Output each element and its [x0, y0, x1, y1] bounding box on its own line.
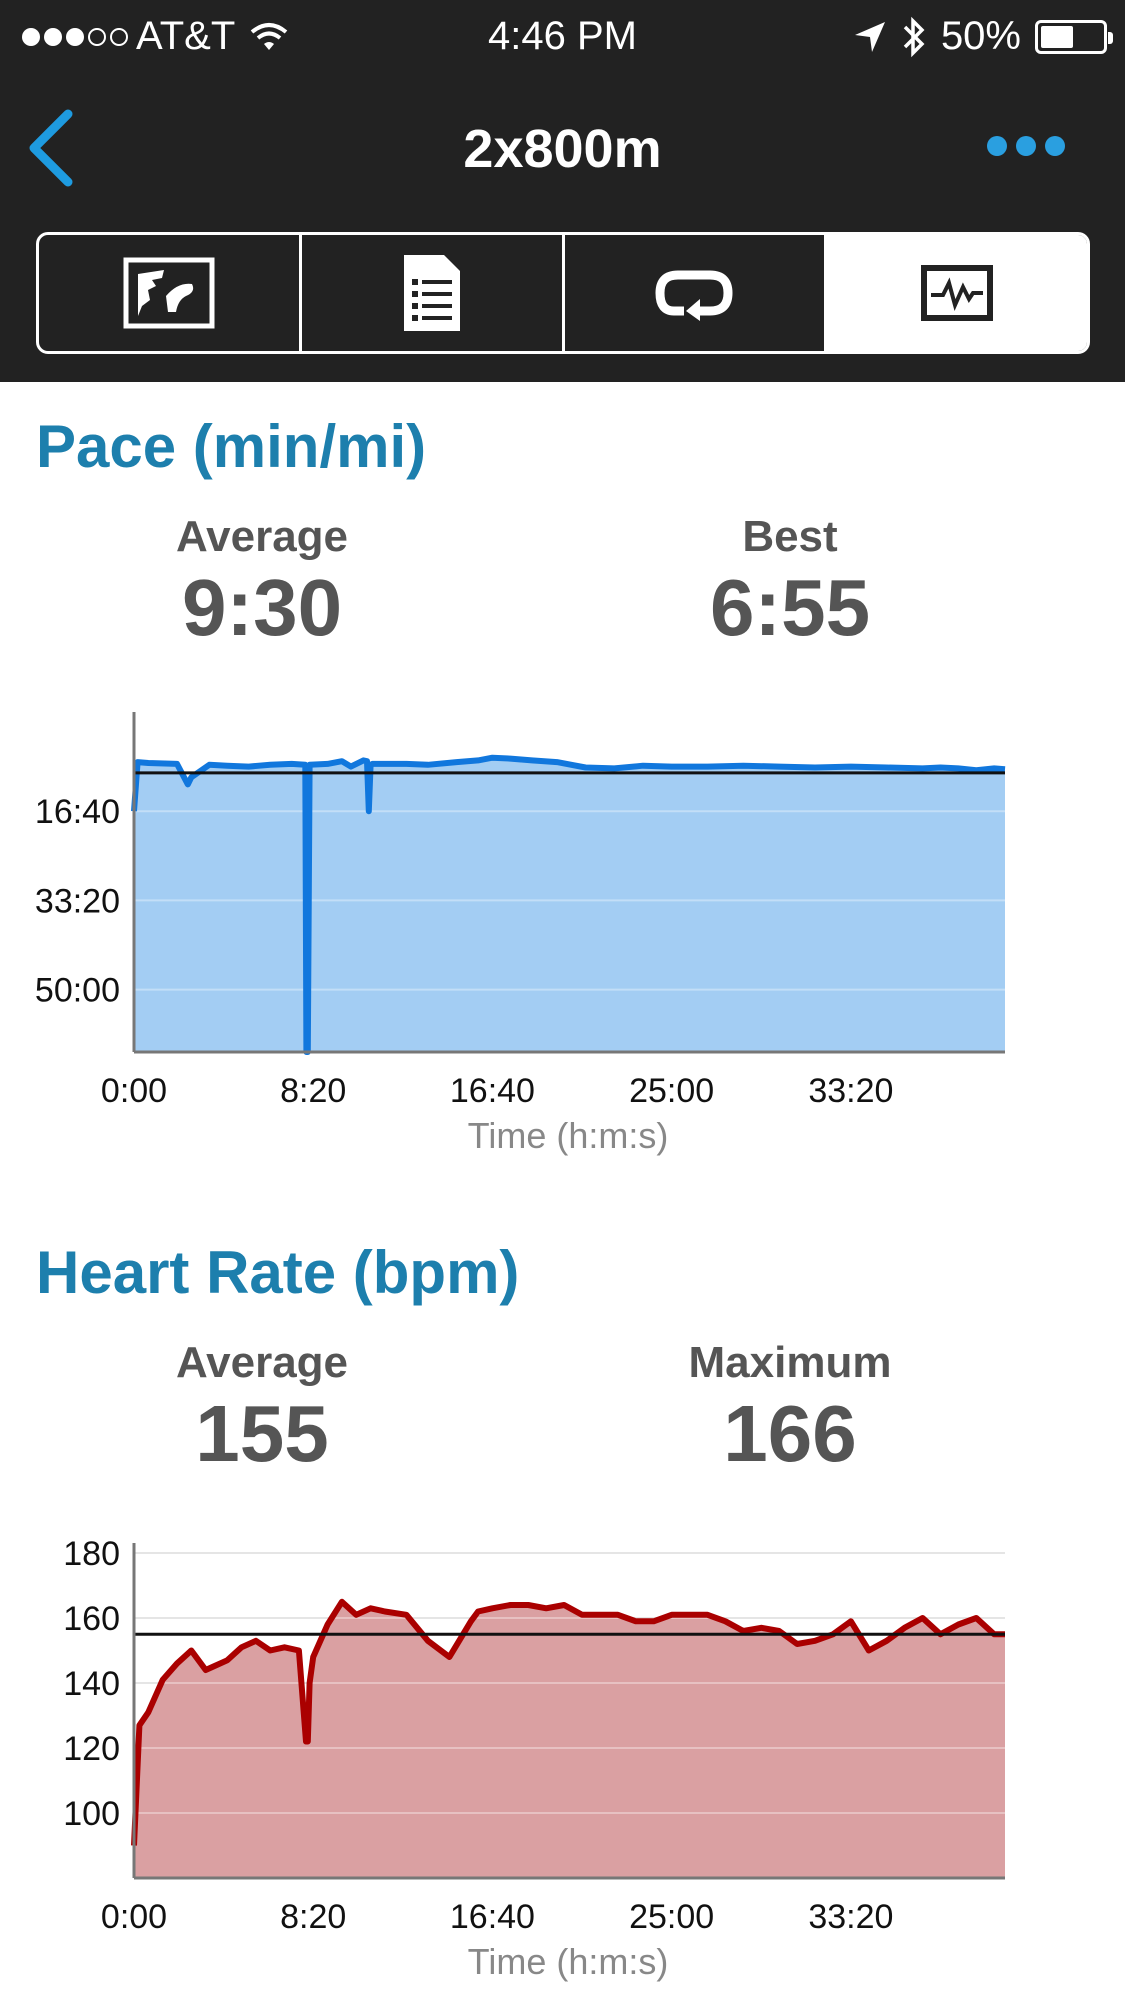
back-chevron-icon[interactable] — [22, 108, 82, 188]
more-options-icon[interactable] — [987, 136, 1065, 156]
hr-x-tick-label: 0:00 — [101, 1898, 167, 1936]
pace-y-tick-label: 33:20 — [35, 882, 120, 920]
tab-map[interactable] — [39, 235, 302, 351]
tab-laps[interactable] — [565, 235, 828, 351]
battery-percent: 50% — [940, 14, 1021, 58]
pace-best-value: 6:55 — [709, 563, 871, 652]
pace-y-tick-label: 50:00 — [35, 972, 120, 1010]
tab-charts[interactable] — [827, 235, 1087, 351]
pace-title: Pace (min/mi) — [36, 413, 427, 480]
pace-x-tick-label: 25:00 — [629, 1072, 714, 1110]
carrier-label: AT&T — [136, 14, 236, 58]
location-arrow-icon — [854, 21, 885, 52]
pace-chart: 16:40 33:20 50:00 0:00 8:20 16:40 25:00 33:20 Ti… — [35, 712, 1006, 1156]
pace-x-tick-label: 33:20 — [808, 1072, 893, 1110]
signal-icon — [22, 27, 128, 46]
map-icon — [123, 257, 215, 329]
hr-title: Heart Rate (bpm) — [36, 1239, 520, 1306]
hr-average-value: 155 — [195, 1389, 329, 1478]
heart-rate-chart: 100 120 140 160 180 0:00 8:20 16:40 25:00 33:20 Ti… — [63, 1535, 1005, 1982]
details-icon — [403, 255, 460, 331]
tab-details[interactable] — [302, 235, 565, 351]
pace-x-tick-label: 16:40 — [450, 1072, 535, 1110]
pace-x-tick-label: 0:00 — [101, 1072, 167, 1110]
pace-x-axis-label: Time (h:m:s) — [468, 1115, 669, 1156]
status-bar: AT&T 4:46 PM 50% — [0, 0, 1125, 80]
wifi-icon — [250, 22, 288, 50]
carrier: AT&T — [22, 14, 289, 59]
hr-max-value: 166 — [723, 1389, 857, 1478]
page-title: 2x800m — [463, 119, 662, 179]
hr-x-tick-label: 8:20 — [280, 1898, 346, 1936]
pace-area — [134, 757, 1005, 1052]
laps-icon — [655, 270, 733, 321]
pace-series-line — [131, 754, 1006, 1055]
pace-average-label: Average — [175, 512, 349, 561]
hr-y-tick-label: 180 — [63, 1535, 120, 1573]
status-right: 50% — [853, 14, 1113, 59]
hr-y-tick-label: 160 — [63, 1600, 120, 1638]
hr-x-axis-label: Time (h:m:s) — [468, 1941, 669, 1982]
pace-x-tick-label: 8:20 — [280, 1072, 346, 1110]
hr-area — [134, 1601, 1005, 1878]
hr-series-line — [131, 1598, 1005, 1846]
hr-average-label: Average — [175, 1338, 349, 1387]
view-tabs — [36, 232, 1090, 354]
hr-x-tick-label: 16:40 — [450, 1898, 535, 1936]
hr-max-label: Maximum — [688, 1338, 892, 1387]
battery-icon — [1035, 19, 1113, 54]
hr-x-tick-label: 33:20 — [808, 1898, 893, 1936]
pace-average-value: 9:30 — [181, 563, 343, 652]
charts-icon — [921, 265, 994, 321]
hr-y-tick-label: 100 — [63, 1795, 120, 1833]
hr-y-tick-label: 140 — [63, 1665, 120, 1703]
header-bar: AT&T 4:46 PM 50% 2x800m — [0, 0, 1125, 382]
pace-y-tick-label: 16:40 — [35, 793, 120, 831]
clock: 4:46 PM — [488, 14, 637, 58]
pace-best-label: Best — [742, 512, 838, 561]
hr-y-tick-label: 120 — [63, 1730, 120, 1768]
bluetooth-icon — [903, 16, 925, 57]
hr-x-tick-label: 25:00 — [629, 1898, 714, 1936]
